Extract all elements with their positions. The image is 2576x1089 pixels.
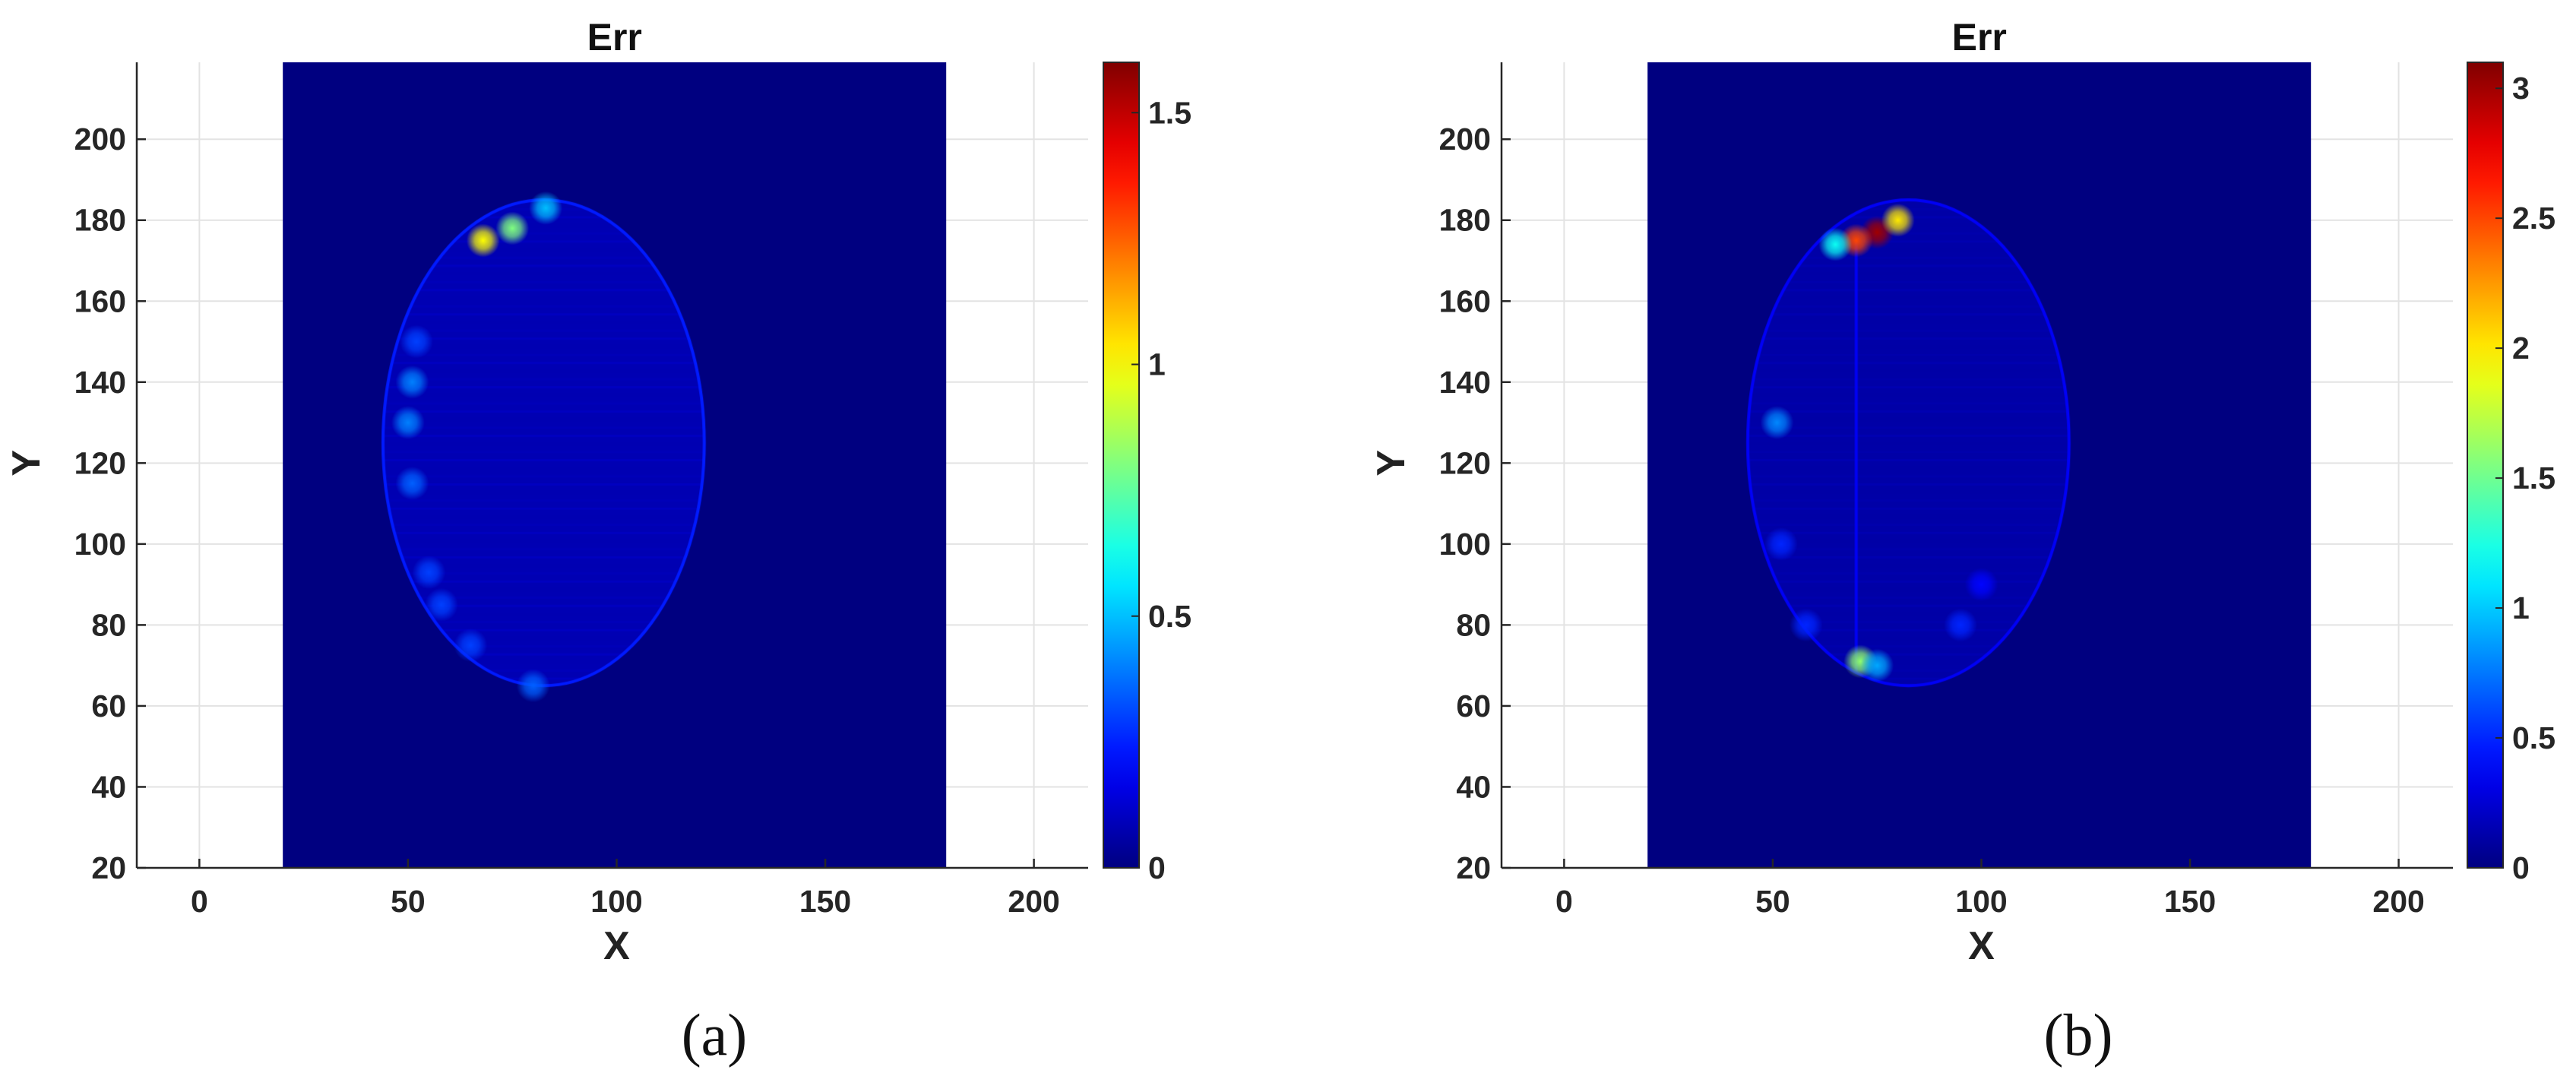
- colorbar: [2467, 62, 2504, 869]
- x-tick-label: 200: [2372, 884, 2424, 919]
- colorbar-tick-label: 0.5: [1148, 599, 1191, 634]
- y-axis-label: Y: [1369, 450, 1413, 476]
- x-tick-label: 200: [1008, 884, 1059, 919]
- colorbar-tick-label: 0.5: [2512, 720, 2555, 755]
- y-tick-label: 140: [74, 365, 126, 400]
- x-tick-label: 50: [391, 884, 426, 919]
- y-tick-label: 200: [74, 122, 126, 157]
- x-tick-label: 0: [1555, 884, 1573, 919]
- colorbar-tick-label: 3: [2512, 71, 2530, 106]
- y-tick-label: 80: [91, 607, 126, 642]
- colorbar: [1103, 62, 1140, 869]
- panel-b: 0 50 100 150 20020406080100120140160180200Er…: [1369, 16, 2555, 1068]
- y-tick-label: 180: [1439, 203, 1491, 238]
- y-tick-label: 160: [74, 283, 126, 318]
- y-tick-label: 120: [74, 445, 126, 480]
- colorbar-tick-label: 2: [2512, 331, 2530, 366]
- y-tick-label: 140: [1439, 365, 1491, 400]
- x-tick-label: 100: [1955, 884, 2007, 919]
- y-tick-label: 20: [1456, 850, 1491, 885]
- y-tick-label: 60: [1456, 689, 1491, 723]
- y-tick-label: 180: [74, 203, 126, 238]
- colorbar-tick-label: 1.5: [1148, 95, 1191, 130]
- y-tick-label: 80: [1456, 607, 1491, 642]
- y-tick-label: 100: [74, 527, 126, 562]
- panel-a: 0 50 100 150 200 20 40 60 80 100 120 140 160 180 200 Er…: [5, 16, 1191, 1068]
- x-tick-label: 100: [590, 884, 642, 919]
- chart-title: Err: [1952, 16, 2007, 59]
- y-axis-label: Y: [5, 450, 49, 476]
- x-axis-label: X: [1968, 924, 1995, 968]
- y-tick-label: 160: [1439, 283, 1491, 318]
- y-tick-label: 40: [1456, 769, 1491, 804]
- panel-caption: (a): [682, 1002, 748, 1068]
- colorbar-tick-label: 1: [1148, 347, 1166, 382]
- heatmap-image: [283, 62, 947, 868]
- colorbar-tick-label: 1: [2512, 590, 2530, 625]
- x-tick-label: 50: [1755, 884, 1790, 919]
- panel-caption: (b): [2044, 1002, 2113, 1068]
- chart-title: Err: [587, 16, 642, 59]
- y-tick-label: 60: [91, 689, 126, 723]
- colorbar-tick-label: 1.5: [2512, 461, 2555, 495]
- heatmap-image: [1647, 62, 2312, 868]
- y-tick-label: 100: [1439, 527, 1491, 562]
- x-tick-label: 150: [2164, 884, 2216, 919]
- y-tick-label: 40: [91, 769, 126, 804]
- x-axis-label: X: [603, 924, 630, 968]
- y-tick-label: 120: [1439, 445, 1491, 480]
- y-tick-label: 200: [1439, 122, 1491, 157]
- y-tick-label: 20: [91, 850, 126, 885]
- colorbar-tick-label: 0: [2512, 850, 2530, 885]
- colorbar-tick-label: 0: [1148, 850, 1166, 885]
- x-tick-label: 150: [799, 884, 851, 919]
- colorbar-tick-label: 2.5: [2512, 201, 2555, 236]
- x-tick-label: 0: [191, 884, 208, 919]
